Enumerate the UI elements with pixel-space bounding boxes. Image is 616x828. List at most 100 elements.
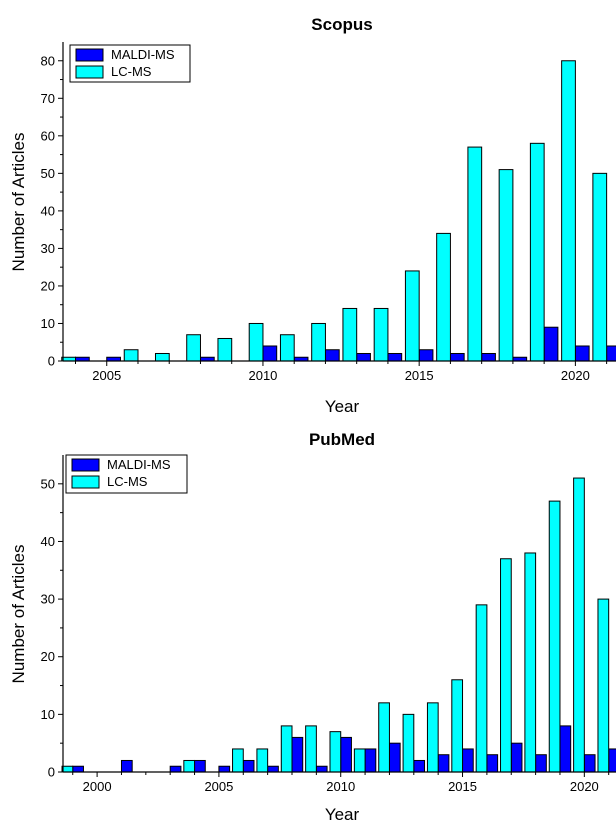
y-tick-label: 0 <box>48 765 55 780</box>
bar-lcms-2014 <box>426 702 439 773</box>
bar-lcms-2008 <box>280 725 293 773</box>
bar-lcms-2015 <box>451 679 464 773</box>
bar-maldi-2014 <box>437 754 450 773</box>
x-tick-label: 2005 <box>204 779 233 794</box>
scopus-chart: Scopus Year Number of Articles 0 10 20 30 40… <box>9 15 616 416</box>
bar-lcms-2011 <box>353 748 366 773</box>
bar-lcms-2010 <box>329 731 342 773</box>
y-tick-label: 20 <box>41 278 55 293</box>
bar-lcms-2013 <box>402 713 415 773</box>
bar-maldi-2007 <box>267 765 279 773</box>
x-tick-label: 2020 <box>570 779 599 794</box>
bar-maldi-2021 <box>608 748 616 773</box>
bar-lcms-2014 <box>373 307 389 362</box>
bar-lcms-2009 <box>305 725 317 773</box>
y-tick-label: 10 <box>41 707 55 722</box>
x-tick-label: 2000 <box>83 779 112 794</box>
bar-maldi-2019 <box>559 725 572 773</box>
bar-lcms-2016 <box>475 604 488 773</box>
y-tick-label: 50 <box>41 166 55 181</box>
y-tick-label: 40 <box>41 534 55 549</box>
y-tick-label: 80 <box>41 53 55 68</box>
bar-maldi-2010 <box>262 345 278 362</box>
x-tick-label: 2015 <box>448 779 477 794</box>
y-tick-label: 30 <box>41 241 55 256</box>
bars-group <box>61 60 616 362</box>
legend-label-maldi: MALDI-MS <box>107 457 171 472</box>
bar-maldi-2018 <box>535 754 547 773</box>
chart-title: Scopus <box>311 15 372 34</box>
bar-maldi-2021 <box>606 345 616 362</box>
y-tick-label: 60 <box>41 128 55 143</box>
bar-lcms-2007 <box>154 352 170 362</box>
x-axis-label: Year <box>325 397 360 416</box>
bar-lcms-2017 <box>467 146 483 362</box>
bar-lcms-2008 <box>186 334 201 362</box>
y-axis-label: Number of Articles <box>9 545 28 684</box>
bar-maldi-2011 <box>364 748 377 773</box>
x-axis-label: Year <box>325 805 360 823</box>
bar-maldi-2012 <box>324 349 340 362</box>
bar-maldi-2017 <box>481 352 496 362</box>
bar-lcms-2010 <box>248 322 264 362</box>
y-tick-label: 30 <box>41 592 55 607</box>
bar-maldi-2009 <box>315 765 328 773</box>
bar-maldi-2014 <box>387 352 403 362</box>
x-tick-label: 2005 <box>92 368 121 383</box>
bar-lcms-2009 <box>217 337 233 362</box>
bar-maldi-2010 <box>340 736 352 773</box>
axes-group: 0 10 20 30 40 50 2000 2005 2010 2015 2020 <box>41 455 616 794</box>
x-tick-label: 2010 <box>248 368 277 383</box>
bar-maldi-2019 <box>543 326 559 362</box>
chart-title: PubMed <box>309 430 375 449</box>
bar-lcms-1999 <box>61 765 74 773</box>
bar-lcms-2020 <box>573 477 585 773</box>
bar-maldi-2013 <box>356 352 371 362</box>
pubmed-chart: PubMed Year Number of Articles 0 10 20 30 40… <box>9 430 616 824</box>
legend-swatch-maldi <box>75 48 104 62</box>
bar-maldi-2012 <box>388 742 401 773</box>
bar-lcms-2012 <box>378 702 390 773</box>
bar-maldi-2020 <box>574 345 590 362</box>
x-tick-label: 2020 <box>561 368 590 383</box>
bar-lcms-2011 <box>279 334 295 362</box>
bar-lcms-2021 <box>597 598 610 773</box>
bar-maldi-2015 <box>418 349 434 362</box>
bar-maldi-2020 <box>583 754 596 773</box>
bar-lcms-2012 <box>311 322 326 362</box>
y-axis-label: Number of Articles <box>9 133 28 272</box>
axes-group: 0 10 20 30 40 50 60 70 80 2005 2010 2015 2020 <box>41 42 616 383</box>
bar-maldi-2005 <box>218 765 231 773</box>
y-tick-label: 20 <box>41 649 55 664</box>
bar-lcms-2006 <box>232 748 244 773</box>
x-tick-label: 2010 <box>326 779 355 794</box>
x-tick-label: 2015 <box>405 368 434 383</box>
bar-maldi-2016 <box>449 352 465 362</box>
bar-lcms-2020 <box>561 60 576 362</box>
y-tick-label: 70 <box>41 91 55 106</box>
bar-lcms-2007 <box>256 748 269 773</box>
bar-lcms-2019 <box>548 500 561 773</box>
bars-group <box>61 477 616 773</box>
bar-maldi-1999 <box>72 765 84 773</box>
legend-swatch-lcms <box>75 65 104 79</box>
bar-lcms-2015 <box>404 270 420 362</box>
legend-swatch-lcms <box>71 475 100 489</box>
legend: MALDI-MS LC-MS <box>69 44 191 83</box>
bar-lcms-2006 <box>123 349 139 362</box>
legend: MALDI-MS LC-MS <box>65 454 188 494</box>
bar-lcms-2013 <box>342 307 358 362</box>
bar-lcms-2021 <box>592 172 608 362</box>
bar-lcms-2017 <box>500 558 512 773</box>
bar-maldi-2003 <box>169 765 182 773</box>
y-tick-label: 40 <box>41 203 55 218</box>
legend-label-maldi: MALDI-MS <box>111 47 175 62</box>
bar-lcms-2016 <box>436 232 451 362</box>
y-tick-label: 50 <box>41 476 55 491</box>
bar-maldi-2015 <box>462 748 474 773</box>
bar-lcms-2004 <box>183 759 196 773</box>
legend-swatch-maldi <box>71 458 100 472</box>
legend-label-lcms: LC-MS <box>111 64 152 79</box>
